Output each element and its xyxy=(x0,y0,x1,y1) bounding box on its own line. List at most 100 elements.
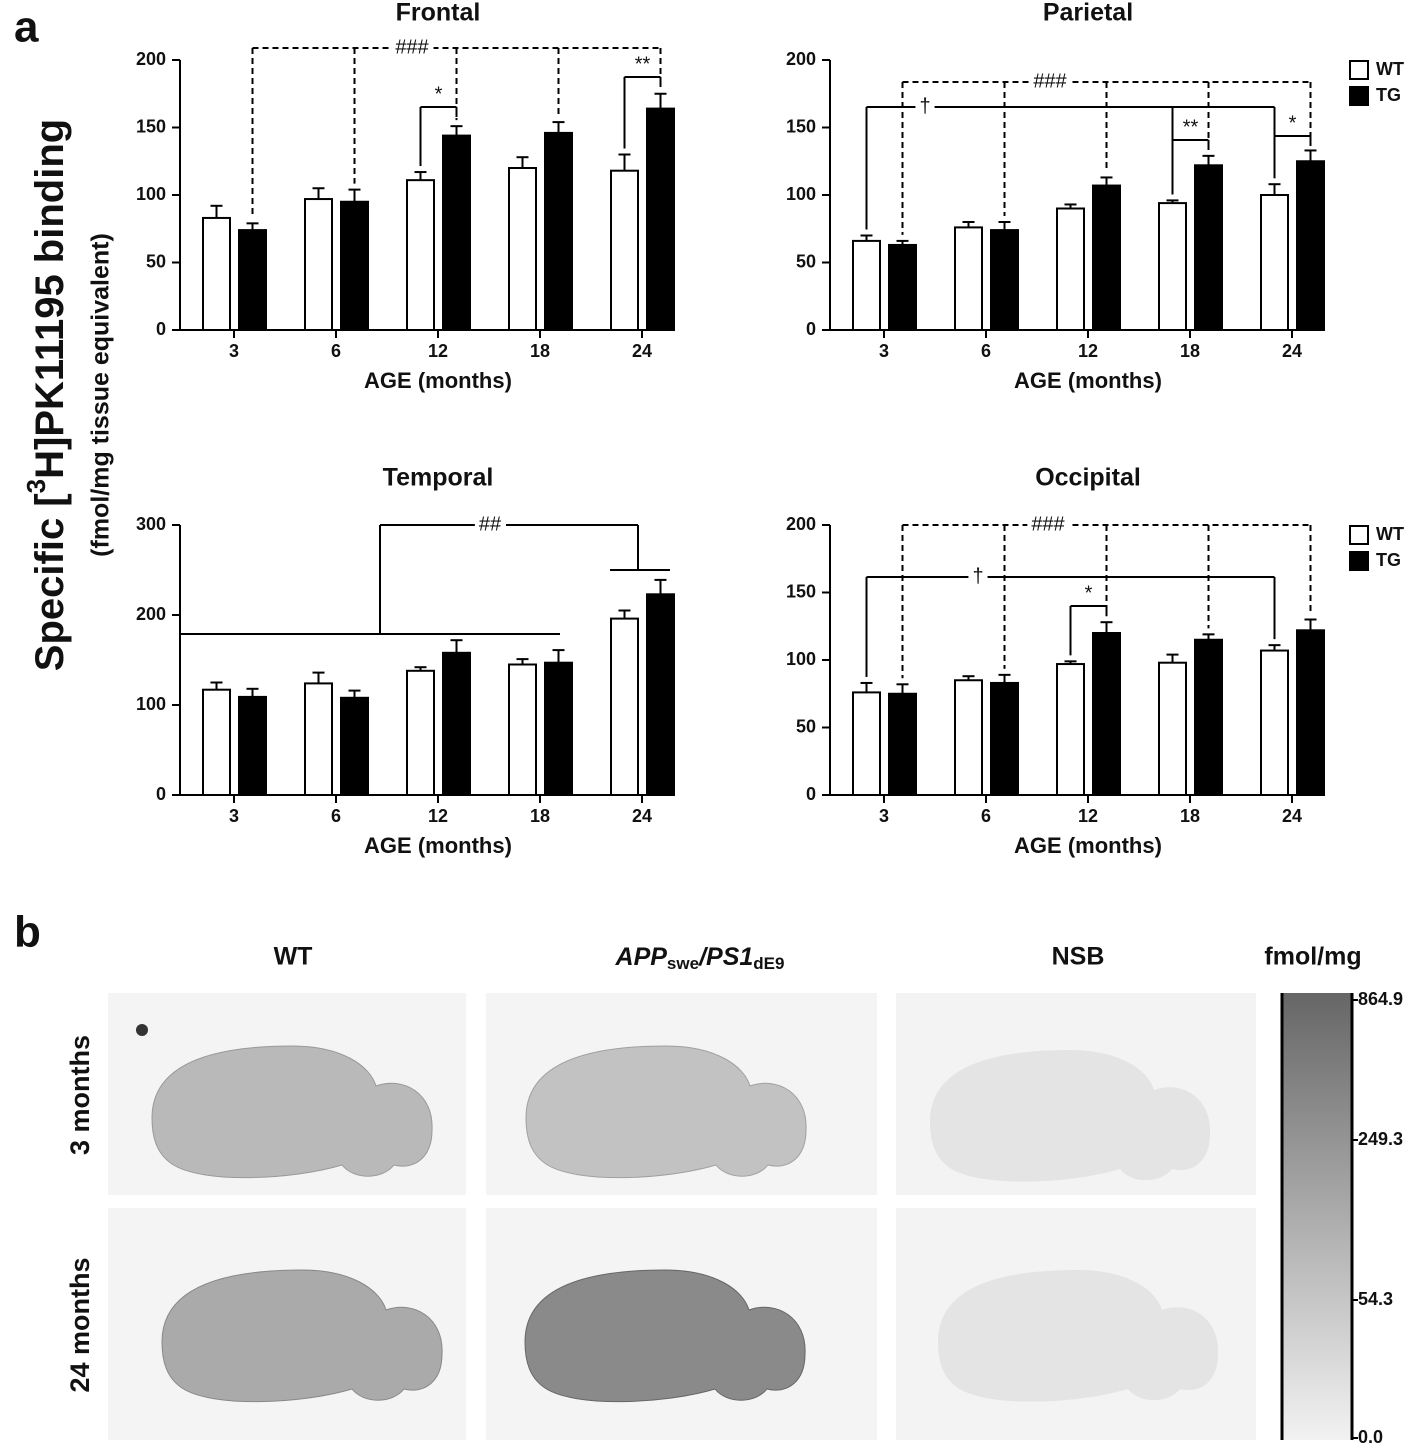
column-header: WT xyxy=(274,943,313,971)
y-tick-label: 0 xyxy=(806,319,816,339)
bar xyxy=(1260,649,1289,796)
column-header: APPswe/PS1dE9 xyxy=(615,943,785,974)
legend-swatch xyxy=(1349,551,1369,571)
bar xyxy=(340,696,369,796)
bar xyxy=(610,169,639,331)
bar xyxy=(406,179,435,331)
y-tick-label: 0 xyxy=(806,784,816,804)
bar xyxy=(1158,661,1187,797)
legend-label: WT xyxy=(1376,59,1404,79)
x-tick-label: 12 xyxy=(428,341,448,361)
x-tick-label: 18 xyxy=(530,806,550,826)
bar xyxy=(1260,194,1289,331)
bar xyxy=(852,239,881,331)
label-bg xyxy=(1029,70,1072,93)
header-part: APP xyxy=(615,943,668,971)
bar xyxy=(238,229,267,332)
artifact xyxy=(136,1024,148,1036)
panel-label: b xyxy=(14,908,41,957)
x-tick-label: 12 xyxy=(1078,341,1098,361)
bar xyxy=(202,216,231,331)
bar xyxy=(1092,184,1121,331)
bar xyxy=(304,198,333,331)
legend-label: WT xyxy=(1376,524,1404,544)
header-part: / xyxy=(698,943,709,971)
bar xyxy=(646,107,675,331)
y-tick-label: 0 xyxy=(156,784,166,804)
bar xyxy=(544,661,573,797)
colorbar-tick-label: 249.3 xyxy=(1358,1129,1403,1149)
bar xyxy=(508,167,537,331)
significance-label: * xyxy=(1085,582,1093,604)
x-axis-label: AGE (months) xyxy=(1014,368,1162,393)
column-header: NSB xyxy=(1052,943,1105,971)
bar xyxy=(544,131,573,331)
bar xyxy=(1296,629,1325,796)
row-label: 24 months xyxy=(65,1257,95,1392)
bar xyxy=(238,695,267,797)
y-label-part: Specific [ xyxy=(28,493,72,671)
significance-label: * xyxy=(435,83,443,105)
bar xyxy=(954,226,983,331)
bar xyxy=(406,669,435,796)
x-tick-label: 24 xyxy=(1282,806,1302,826)
x-tick-label: 18 xyxy=(1180,806,1200,826)
significance-label: ** xyxy=(635,53,651,75)
x-tick-label: 3 xyxy=(229,341,239,361)
bar xyxy=(888,243,917,331)
label-bg xyxy=(474,513,506,536)
panel-label: a xyxy=(14,3,39,52)
significance-label: ** xyxy=(1183,116,1199,138)
legend-label: TG xyxy=(1376,85,1401,105)
y-tick-label: 150 xyxy=(786,581,816,601)
chart-title: Temporal xyxy=(383,464,494,492)
colorbar xyxy=(1282,993,1352,1440)
bar xyxy=(1194,164,1223,331)
x-tick-label: 12 xyxy=(428,806,448,826)
x-tick-label: 24 xyxy=(1282,341,1302,361)
x-tick-label: 6 xyxy=(981,341,991,361)
y-tick-label: 150 xyxy=(136,116,166,136)
y-tick-label: 50 xyxy=(796,716,816,736)
bar xyxy=(202,688,231,797)
y-tick-label: 0 xyxy=(156,319,166,339)
y-tick-label: 300 xyxy=(136,514,166,534)
x-axis-label: AGE (months) xyxy=(364,368,512,393)
bar xyxy=(1056,663,1085,796)
y-tick-label: 100 xyxy=(786,184,816,204)
significance-label: † xyxy=(919,95,930,117)
x-tick-label: 6 xyxy=(331,341,341,361)
chart-title: Occipital xyxy=(1035,464,1141,492)
x-axis-label: AGE (months) xyxy=(1014,833,1162,858)
bar xyxy=(990,229,1019,332)
bar xyxy=(1296,160,1325,331)
bar xyxy=(852,691,881,797)
x-tick-label: 6 xyxy=(331,806,341,826)
x-tick-label: 24 xyxy=(632,806,652,826)
significance-label: ### xyxy=(1031,513,1065,535)
bar xyxy=(1092,632,1121,796)
y-axis-label: Specific [3H]PK11195 binding xyxy=(21,119,72,671)
legend-swatch xyxy=(1349,86,1369,106)
x-tick-label: 12 xyxy=(1078,806,1098,826)
y-tick-label: 200 xyxy=(136,49,166,69)
y-tick-label: 100 xyxy=(136,694,166,714)
bar xyxy=(340,200,369,331)
bar xyxy=(954,679,983,796)
bar xyxy=(610,617,639,796)
colorbar-tick-label: 54.3 xyxy=(1358,1289,1393,1309)
bar xyxy=(1056,207,1085,331)
y-axis-sublabel: (fmol/mg tissue equivalent) xyxy=(87,233,115,557)
x-tick-label: 18 xyxy=(1180,341,1200,361)
y-tick-label: 150 xyxy=(786,116,816,136)
legend-swatch xyxy=(1349,60,1369,80)
autoradiograms xyxy=(108,993,1354,1440)
y-tick-label: 100 xyxy=(136,184,166,204)
colorbar-tick-label: 864.9 xyxy=(1358,989,1403,1009)
x-axis-label: AGE (months) xyxy=(364,833,512,858)
significance-label: ### xyxy=(395,36,429,58)
bar xyxy=(888,692,917,796)
y-tick-label: 200 xyxy=(786,49,816,69)
header-part: PS1 xyxy=(706,943,753,971)
significance-label: ## xyxy=(479,513,502,535)
